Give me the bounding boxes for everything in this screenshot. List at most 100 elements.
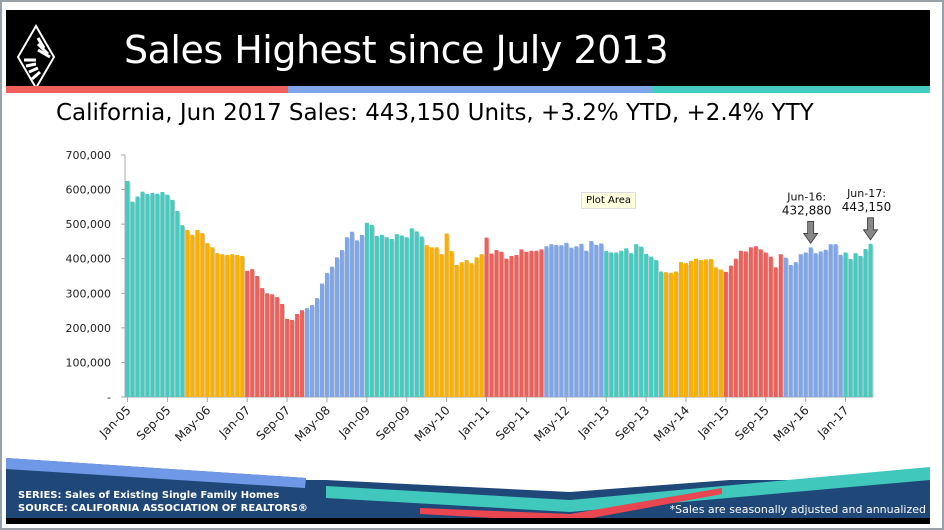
bar bbox=[758, 249, 763, 397]
x-tick-label: May-16 bbox=[771, 403, 812, 444]
bar bbox=[409, 228, 414, 397]
bar bbox=[334, 257, 339, 397]
bar bbox=[783, 257, 788, 397]
stripe-teal bbox=[652, 86, 930, 93]
bar bbox=[125, 180, 130, 397]
x-tick-label: May-06 bbox=[172, 403, 213, 444]
x-tick-label: Jan-17 bbox=[814, 403, 852, 441]
bar bbox=[778, 254, 783, 397]
bar bbox=[449, 251, 454, 397]
bar bbox=[703, 259, 708, 397]
bar bbox=[529, 250, 534, 397]
bar bbox=[564, 242, 569, 397]
bar bbox=[559, 245, 564, 397]
bar bbox=[664, 272, 669, 397]
bar bbox=[634, 244, 639, 397]
bar bbox=[170, 199, 175, 397]
bar bbox=[190, 234, 195, 397]
bar bbox=[369, 224, 374, 397]
bar bbox=[130, 201, 135, 397]
bar bbox=[624, 248, 629, 397]
bar bbox=[504, 258, 509, 397]
bar bbox=[544, 246, 549, 397]
bar bbox=[290, 319, 295, 397]
bar bbox=[260, 288, 265, 397]
bar bbox=[793, 262, 798, 397]
bar bbox=[684, 263, 688, 397]
bar bbox=[629, 253, 634, 397]
bar bbox=[698, 260, 703, 397]
bar bbox=[459, 262, 464, 397]
bar bbox=[728, 265, 733, 397]
bar bbox=[788, 264, 793, 397]
bar bbox=[534, 250, 539, 397]
bar bbox=[494, 250, 499, 397]
bar bbox=[165, 194, 170, 397]
bar bbox=[245, 270, 250, 397]
sales-bar-chart: - 100,000 200,000 300,000 400,000 500,000 600,… bbox=[66, 149, 892, 444]
bar bbox=[175, 211, 180, 397]
bar bbox=[185, 230, 190, 397]
down-arrow-icon bbox=[862, 217, 879, 241]
bar bbox=[424, 245, 429, 397]
bar bbox=[574, 246, 579, 397]
bar bbox=[738, 250, 743, 397]
bar bbox=[733, 258, 738, 397]
bar bbox=[280, 304, 285, 397]
bar bbox=[140, 191, 145, 397]
bar bbox=[743, 251, 748, 397]
bar bbox=[155, 193, 160, 397]
annotation-label: Jun-16: bbox=[786, 190, 826, 203]
bar bbox=[713, 267, 718, 397]
bar bbox=[150, 193, 155, 397]
bar bbox=[344, 237, 349, 397]
bar bbox=[499, 251, 504, 397]
plot-area-tooltip: Plot Area bbox=[581, 192, 637, 209]
bar bbox=[349, 231, 354, 397]
bar bbox=[693, 258, 698, 397]
bar bbox=[509, 255, 514, 397]
bar bbox=[354, 240, 359, 397]
bar bbox=[384, 237, 389, 397]
bar bbox=[838, 254, 843, 397]
bar bbox=[374, 235, 379, 397]
bar bbox=[329, 266, 334, 397]
bar bbox=[305, 308, 310, 397]
bar bbox=[464, 260, 469, 397]
bar bbox=[434, 247, 439, 397]
x-tick-label: May-12 bbox=[531, 403, 572, 444]
bar bbox=[773, 267, 778, 397]
annotation-value: 443,150 bbox=[842, 200, 892, 214]
stripe-blue bbox=[288, 86, 652, 93]
bar bbox=[439, 254, 444, 397]
title-bar: Sales Highest since July 2013 bbox=[6, 10, 930, 90]
bar bbox=[609, 252, 614, 397]
bar bbox=[285, 318, 290, 397]
bar bbox=[723, 271, 728, 397]
x-tick-label: May-08 bbox=[292, 403, 333, 444]
x-tick-label: Sep-11 bbox=[493, 403, 533, 443]
bar bbox=[823, 249, 828, 397]
bar bbox=[489, 253, 494, 397]
bar bbox=[619, 250, 624, 397]
bar bbox=[324, 272, 329, 397]
y-tick-label: 700,000 bbox=[66, 149, 112, 162]
bar bbox=[604, 251, 609, 397]
bar bbox=[469, 263, 474, 397]
x-tick-label: Jan-11 bbox=[455, 403, 493, 441]
annotation-label: Jun-17: bbox=[846, 187, 886, 200]
annotation-value: 432,880 bbox=[782, 203, 832, 217]
bar bbox=[429, 247, 434, 397]
bar bbox=[479, 254, 484, 397]
bar bbox=[614, 252, 619, 397]
y-tick-label: 400,000 bbox=[66, 253, 112, 266]
x-tick-label: Sep-13 bbox=[612, 403, 652, 443]
bar bbox=[679, 262, 684, 397]
bar bbox=[210, 247, 215, 397]
x-tick-label: Jan-15 bbox=[694, 403, 732, 441]
bar bbox=[255, 276, 260, 397]
x-tick-label: Jan-09 bbox=[335, 403, 373, 441]
bar bbox=[364, 222, 369, 397]
x-tick-label: Jan-07 bbox=[216, 403, 254, 441]
x-tick-label: Sep-07 bbox=[253, 403, 293, 443]
